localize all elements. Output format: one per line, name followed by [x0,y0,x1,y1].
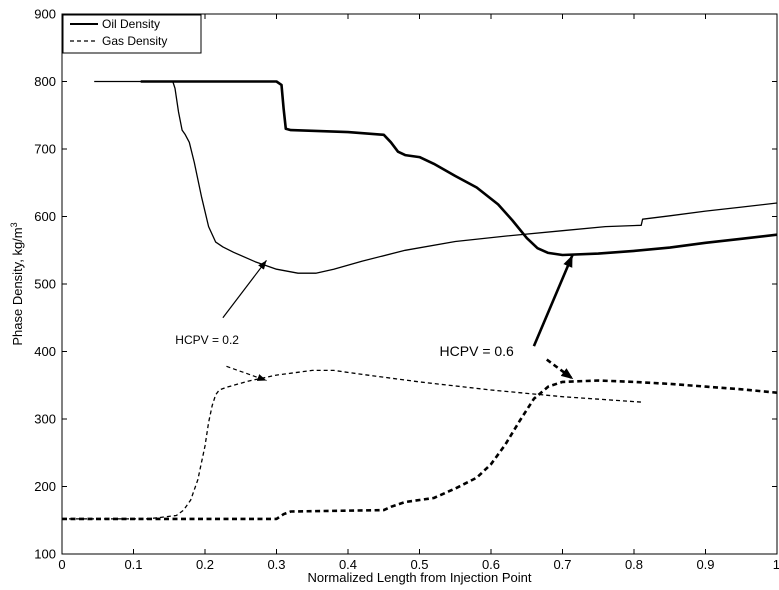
x-tick-label: 0.2 [196,557,214,572]
x-tick-label: 0.8 [625,557,643,572]
y-tick-label: 800 [34,74,56,89]
x-axis-label: Normalized Length from Injection Point [307,570,531,585]
x-tick-label: 0.1 [124,557,142,572]
annotation-label-hcpv-0.2: HCPV = 0.2 [175,333,239,347]
y-axis-label: Phase Density, kg/m3 [9,222,25,345]
x-tick-label: 0 [58,557,65,572]
y-tick-label: 300 [34,412,56,427]
legend: Oil Density Gas Density [63,15,201,53]
x-tick-label: 1 [773,557,779,572]
y-tick-label: 600 [34,209,56,224]
legend-label-oil-density: Oil Density [102,17,160,31]
y-tick-label: 900 [34,7,56,22]
y-tick-label: 700 [34,142,56,157]
x-tick-label: 0.9 [696,557,714,572]
x-tick-label: 0.7 [553,557,571,572]
y-tick-label: 100 [34,547,56,562]
legend-label-gas-density: Gas Density [102,34,167,48]
y-tick-label: 200 [34,479,56,494]
x-tick-label: 0.3 [267,557,285,572]
y-tick-label: 500 [34,277,56,292]
annotation-label-hcpv-0.6: HCPV = 0.6 [440,343,515,359]
y-tick-label: 400 [34,344,56,359]
y-axis-label-main: Phase Density, kg/m [10,227,25,345]
y-axis-label-superscript: 3 [9,222,19,227]
